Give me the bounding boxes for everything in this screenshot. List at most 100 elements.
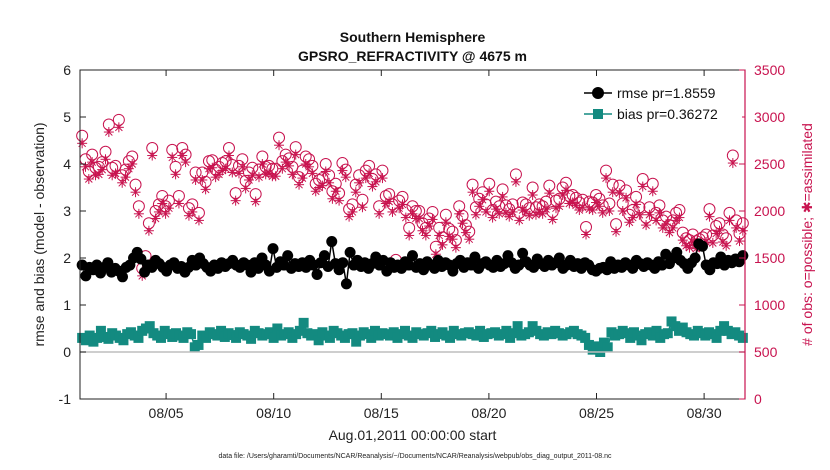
obs-assimilated-point — [187, 206, 198, 217]
x-tick-label: 08/25 — [579, 405, 614, 421]
obs-assimilated-point — [480, 206, 491, 217]
obs-assimilated-point — [240, 183, 251, 194]
legend-rmse-label: rmse pr=1.8559 — [617, 85, 716, 101]
obs-assimilated-point — [223, 150, 234, 161]
obs-assimilated-point — [147, 150, 158, 161]
obs-assimilated-point — [467, 187, 478, 198]
obs-assimilated-point — [257, 159, 268, 169]
bias-point — [523, 327, 534, 338]
obs-assimilated-point — [547, 214, 558, 225]
obs-assimilated-point — [107, 170, 118, 181]
bias-point — [388, 327, 399, 338]
obs-assimilated-point — [587, 205, 598, 216]
bias-point — [351, 336, 362, 347]
obs-assimilated-point — [727, 158, 738, 169]
obs-assimilated-point — [80, 161, 91, 172]
bias-point — [201, 332, 212, 343]
obs-assimilated-point — [374, 208, 385, 219]
obs-assimilated-point — [290, 149, 301, 160]
obs-assimilated-point — [490, 204, 501, 215]
obs-assimilated-point — [87, 157, 98, 168]
obs-assimilated-point — [427, 214, 438, 225]
obs-assimilated-point — [714, 225, 725, 236]
rmse-point — [267, 243, 279, 255]
obs-assimilated-point — [287, 169, 298, 180]
obs-assimilated-point — [631, 199, 642, 210]
bias-point — [95, 325, 106, 336]
obs-assimilated-point — [611, 226, 622, 237]
y-right-tick-label: 1000 — [754, 297, 785, 313]
obs-assimilated-point — [337, 165, 348, 176]
rmse-point — [311, 268, 323, 280]
obs-assimilated-point — [193, 215, 204, 226]
obs-assimilated-point — [153, 206, 164, 217]
y-left-axis-label: rmse and bias (model - observation) — [31, 122, 47, 346]
obs-assimilated-point — [734, 236, 745, 247]
bias-point — [272, 323, 283, 334]
bias-point — [84, 330, 95, 341]
x-tick-label: 08/05 — [149, 405, 184, 421]
obs-assimilated-point — [617, 206, 628, 216]
obs-assimilated-point — [450, 242, 461, 253]
obs-assimilated-point — [420, 230, 431, 241]
obs-assimilated-point — [334, 195, 345, 206]
legend-bias-marker — [593, 109, 603, 119]
y-right-tick-label: 500 — [754, 344, 778, 360]
obs-assimilated-point — [384, 196, 395, 207]
obs-assimilated-point — [460, 227, 471, 238]
bias-point — [407, 332, 418, 343]
obs-assimilated-point — [524, 210, 535, 221]
bias-point — [309, 329, 320, 340]
y-left-tick-label: 6 — [63, 62, 71, 78]
obs-assimilated-point — [560, 185, 571, 196]
obs-count-layer — [76, 113, 749, 281]
obs-assimilated-point — [320, 166, 331, 177]
obs-assimilated-point — [400, 212, 411, 223]
obs-assimilated-point — [497, 191, 508, 202]
rmse-point — [737, 250, 749, 262]
obs-assimilated-point — [330, 186, 341, 197]
bias-point — [591, 341, 602, 352]
rmse-point — [553, 252, 565, 264]
obs-assimilated-point — [97, 164, 108, 175]
obs-assimilated-point — [414, 213, 425, 224]
axes-layer — [79, 69, 746, 400]
obs-assimilated-point — [654, 207, 665, 218]
bias-point — [580, 332, 591, 343]
obs-assimilated-point — [621, 192, 632, 203]
bias-point — [155, 332, 166, 343]
y-left-tick-label: 3 — [63, 203, 71, 219]
y-left-tick-label: 5 — [63, 109, 71, 125]
obs-assimilated-point — [514, 215, 525, 226]
obs-assimilated-point — [297, 173, 308, 184]
bias-point — [426, 325, 437, 336]
bias-point — [298, 317, 309, 328]
obs-assimilated-point — [77, 138, 88, 149]
obs-assimilated-point — [470, 209, 481, 220]
bias-point — [118, 335, 129, 346]
obs-assimilated-point — [554, 201, 565, 212]
bias-point — [662, 328, 673, 339]
obs-assimilated-point — [540, 204, 551, 215]
obs-assimilated-point — [207, 162, 218, 173]
obs-assimilated-point — [243, 174, 254, 185]
y-left-tick-label: -1 — [59, 391, 72, 407]
obs-assimilated-point — [354, 177, 365, 188]
obs-assimilated-point — [157, 198, 168, 209]
obs-assimilated-point — [133, 208, 144, 219]
bias-point — [508, 328, 519, 339]
obs-assimilated-point — [160, 208, 171, 219]
obs-assimilated-point — [167, 152, 178, 163]
obs-assimilated-point — [667, 222, 678, 233]
obs-assimilated-point — [173, 198, 184, 209]
bias-point — [711, 332, 722, 343]
legend-bias-label: bias pr=0.36272 — [617, 106, 718, 122]
obs-assimilated-point — [487, 212, 498, 223]
y-right-tick-label: 2000 — [754, 203, 785, 219]
bias-point — [193, 339, 204, 350]
obs-assimilated-point — [270, 171, 281, 182]
obs-assimilated-point — [227, 167, 238, 178]
metric-lines-layer — [76, 236, 749, 357]
obs-assimilated-point — [510, 176, 521, 187]
obs-assimilated-point — [651, 215, 662, 226]
